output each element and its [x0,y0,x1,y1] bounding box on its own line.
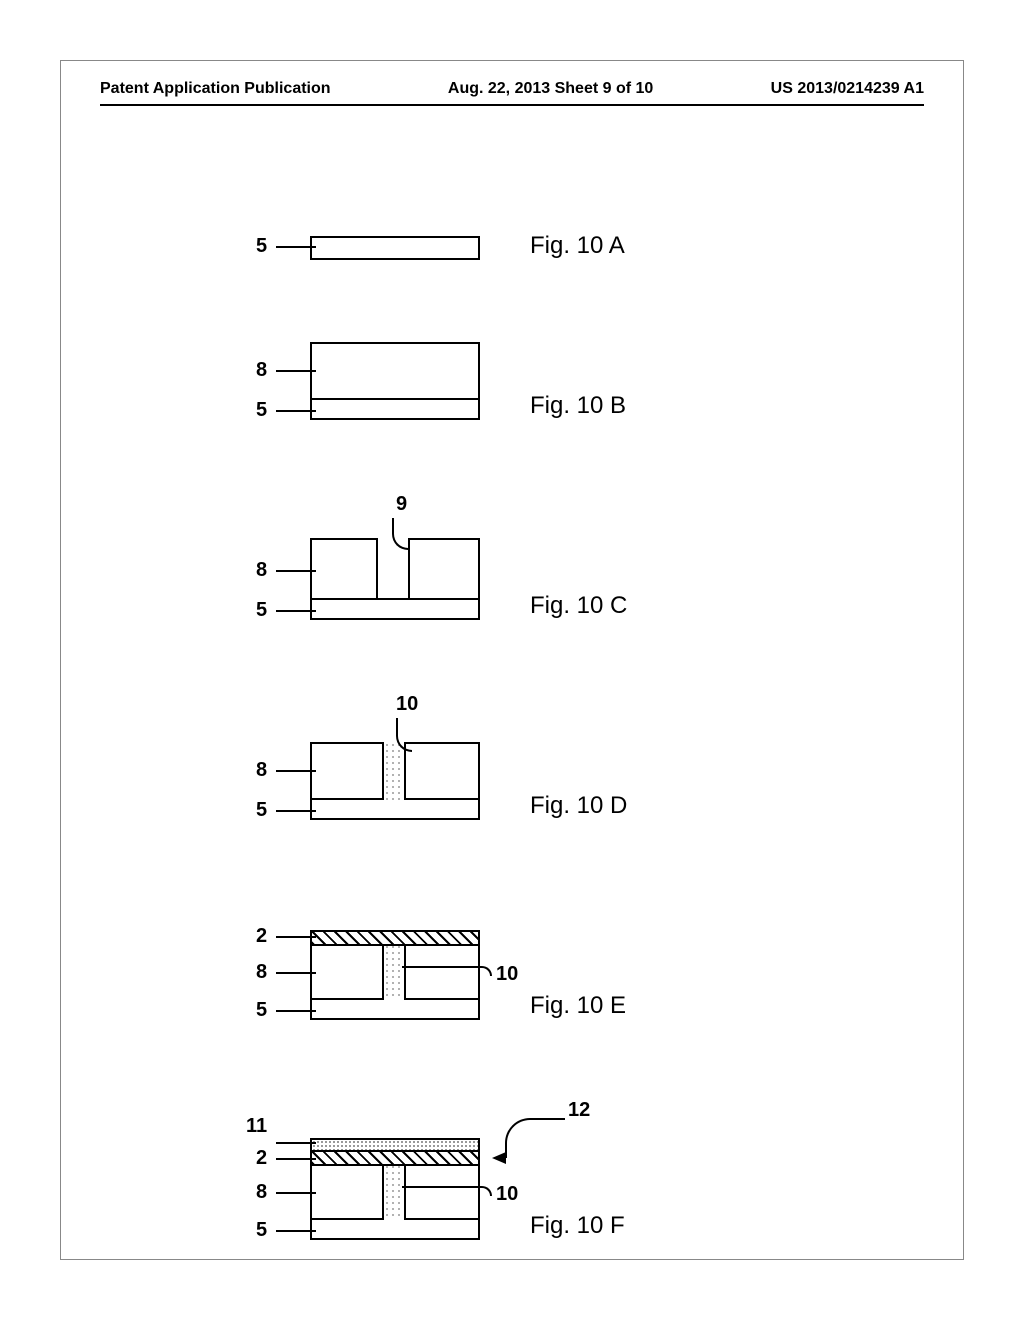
ref-5: 5 [256,235,267,258]
ref-5: 5 [256,599,267,622]
pillar-left [310,538,378,600]
figure-10c: 5 8 9 Fig. 10 C [0,460,1024,620]
diagram-10d: 5 8 10 [300,700,520,820]
lead-12 [505,1118,565,1158]
lead-10 [402,1186,492,1196]
layer-8 [310,342,480,400]
ref-10: 10 [396,693,418,716]
lead-5 [276,410,316,412]
lead-5 [276,610,316,612]
lead-8 [276,370,316,372]
figure-10b: 5 8 Fig. 10 B [0,300,1024,420]
lead-5 [276,810,316,812]
layer-5 [310,236,480,260]
figure-label-10f: Fig. 10 F [530,1212,625,1240]
figure-10e: 5 8 2 10 Fig. 10 E [0,860,1024,1020]
figures-container: 5 Fig. 10 A 5 8 Fig. 10 B 5 8 9 Fig. [0,170,1024,1280]
lead-2 [276,936,316,938]
ref-9: 9 [396,493,407,516]
ref-11: 11 [246,1115,267,1138]
ref-2: 2 [256,925,267,948]
lead-5 [276,246,316,248]
figure-10f: 5 8 2 11 10 12 Fig. 10 F [0,1060,1024,1240]
ref-12: 12 [568,1099,590,1122]
layer-2 [310,930,480,946]
ref-5: 5 [256,799,267,822]
ref-8: 8 [256,559,267,582]
header-center: Aug. 22, 2013 Sheet 9 of 10 [448,80,653,98]
lead-2 [276,1158,316,1160]
lead-8 [276,570,316,572]
page-header: Patent Application Publication Aug. 22, … [100,80,924,98]
arrow-12 [492,1152,506,1164]
layer-5 [310,598,480,620]
header-rule [100,104,924,106]
lead-8 [276,1192,316,1194]
layer-11 [310,1138,480,1152]
lead-11 [276,1142,316,1144]
layer-5 [310,1218,480,1240]
lead-8 [276,972,316,974]
figure-10a: 5 Fig. 10 A [0,170,1024,260]
header-left: Patent Application Publication [100,80,331,98]
ref-8: 8 [256,359,267,382]
ref-5: 5 [256,1219,267,1242]
ref-2: 2 [256,1147,267,1170]
figure-label-10a: Fig. 10 A [530,232,625,260]
ref-5: 5 [256,999,267,1022]
diagram-10a: 5 [300,230,520,260]
figure-label-10e: Fig. 10 E [530,992,626,1020]
figure-label-10d: Fig. 10 D [530,792,627,820]
diagram-10f: 5 8 2 11 10 12 [300,1090,520,1240]
layer-5 [310,798,480,820]
fill-10 [382,742,406,800]
diagram-10b: 5 8 [300,338,520,420]
ref-10: 10 [496,963,518,986]
ref-5: 5 [256,399,267,422]
lead-5 [276,1010,316,1012]
diagram-10e: 5 8 2 10 [300,910,520,1020]
ref-10: 10 [496,1183,518,1206]
lead-5 [276,1230,316,1232]
ref-8: 8 [256,759,267,782]
ref-8: 8 [256,961,267,984]
header-right: US 2013/0214239 A1 [771,80,924,98]
pillar-right [408,538,480,600]
lead-8 [276,770,316,772]
figure-label-10c: Fig. 10 C [530,592,627,620]
diagram-10c: 5 8 9 [300,500,520,620]
ref-8: 8 [256,1181,267,1204]
layer-5 [310,398,480,420]
lead-10 [402,966,492,976]
lead-9 [392,518,408,550]
layer-2 [310,1150,480,1166]
figure-10d: 5 8 10 Fig. 10 D [0,660,1024,820]
figure-label-10b: Fig. 10 B [530,392,626,420]
layer-5 [310,998,480,1020]
